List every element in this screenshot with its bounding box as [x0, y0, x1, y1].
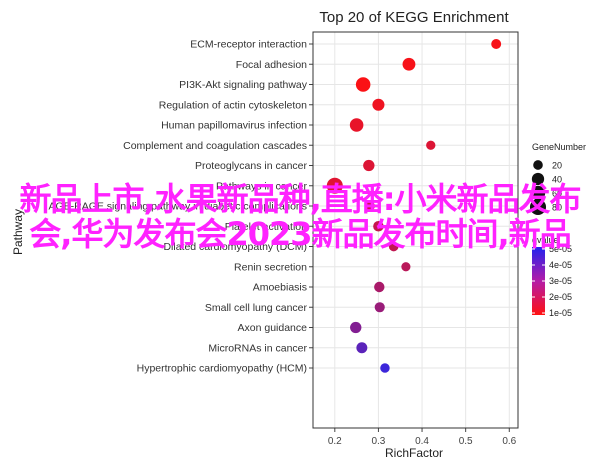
size-legend-label: 80 — [552, 203, 562, 213]
x-axis-label: RichFactor — [385, 446, 443, 460]
data-point — [356, 342, 368, 354]
pathway-label: AGE-RAGE signaling pathway in diabetic c… — [48, 201, 307, 213]
data-point — [374, 302, 385, 313]
pathway-label: MicroRNAs in cancer — [208, 342, 307, 354]
data-point — [364, 200, 375, 212]
color-legend-label: 5e-05 — [549, 244, 572, 254]
size-legend-dot — [531, 172, 545, 186]
color-legend-label: 1e-05 — [549, 308, 572, 318]
pathway-label: Regulation of actin cytoskeleton — [159, 99, 307, 111]
data-point — [355, 77, 371, 92]
color-legend-label: 2e-05 — [549, 292, 572, 302]
y-axis-label: Pathway — [11, 209, 25, 255]
pathway-label: Renin secretion — [234, 261, 307, 273]
x-tick-label: 0.3 — [371, 436, 385, 447]
chart-title: Top 20 of KEGG Enrichment — [319, 9, 509, 26]
data-point — [388, 241, 399, 252]
pathway-label: ECM-receptor interaction — [190, 39, 307, 51]
x-tick-label: 0.5 — [459, 436, 473, 447]
data-point — [363, 159, 375, 172]
color-legend-bar — [532, 247, 545, 315]
size-legend-dot — [533, 160, 543, 170]
pathway-label: Dilated cardiomyopathy (DCM) — [163, 241, 307, 253]
pathway-label: Focal adhesion — [236, 59, 307, 71]
data-point — [374, 281, 385, 293]
data-point — [401, 262, 411, 272]
pathway-label: Small cell lung cancer — [205, 302, 308, 314]
data-point — [349, 118, 364, 132]
pathway-label: Pathways in cancer — [216, 180, 308, 192]
pathway-label: Complement and coagulation cascades — [123, 140, 307, 152]
legend: GeneNumber qvalue 20 40 60 80 5e-05 4e-05 3e-0… — [529, 142, 586, 318]
color-legend-label: 4e-05 — [549, 260, 572, 270]
pathway-label: Platelet activation — [225, 221, 307, 233]
size-legend-dot — [530, 185, 546, 201]
color-legend-title: qvalue — [532, 235, 559, 245]
size-legend-dot — [529, 198, 547, 216]
data-point — [326, 177, 343, 194]
plot-border — [312, 31, 519, 429]
color-legend-label: 3e-05 — [549, 276, 572, 286]
pathway-label: Proteoglycans in cancer — [195, 160, 308, 172]
x-tick-label: 0.4 — [415, 436, 429, 447]
pathway-label: Hypertrophic cardiomyopathy (HCM) — [137, 363, 307, 375]
data-point — [491, 39, 502, 49]
plot-panel — [313, 32, 518, 428]
size-legend-label: 40 — [552, 175, 562, 185]
data-point — [372, 98, 385, 111]
pathway-label: PI3K-Akt signaling pathway — [179, 79, 308, 91]
data-point — [373, 220, 384, 232]
data-point — [402, 57, 416, 71]
data-point — [426, 140, 436, 150]
size-legend-label: 60 — [552, 189, 562, 199]
x-tick-label: 0.2 — [328, 436, 342, 447]
x-tick-label: 0.6 — [502, 436, 516, 447]
pathway-label: Amoebiasis — [253, 282, 307, 294]
size-legend-label: 20 — [552, 161, 562, 171]
data-point — [350, 321, 362, 334]
plot-layer: 0.2 0.3 0.4 0.5 0.6 ECM-receptor interaction F… — [48, 31, 519, 447]
pathway-label: Axon guidance — [238, 322, 308, 334]
size-legend-title: GeneNumber — [532, 142, 586, 152]
pathway-label: Human papillomavirus infection — [161, 120, 307, 132]
data-point — [380, 363, 390, 373]
